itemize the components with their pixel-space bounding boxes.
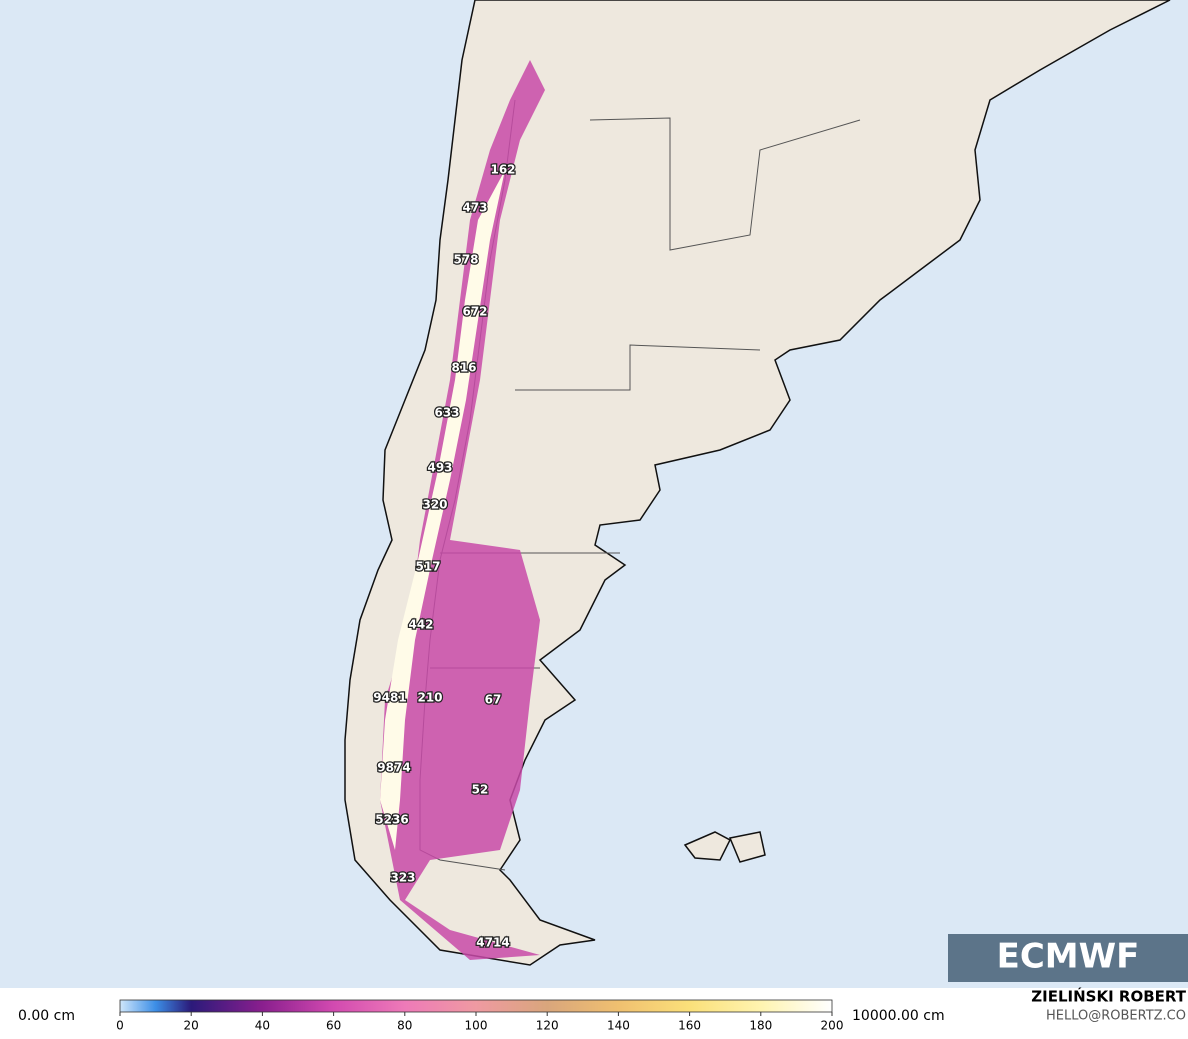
value-label: 320 [422,498,447,512]
value-label: 493 [427,461,452,475]
value-label: 816 [451,361,476,375]
logo: ECMWF [997,937,1140,977]
colorbar [119,999,833,1013]
author: ZIELIŃSKI ROBERT [1031,987,1186,1006]
value-label: 633 [434,406,459,420]
value-label: 67 [485,693,502,707]
land [344,0,1171,966]
value-label: 210 [417,691,442,705]
colorbar-tick-label: 140 [607,1019,630,1033]
colorbar-tick-label: 40 [255,1019,270,1033]
value-label: 5236 [375,813,408,827]
value-label: 9481 [373,691,406,705]
snow-band [380,170,505,850]
colorbar-tick-label: 0 [116,1019,124,1033]
value-label: 517 [415,560,440,574]
logo-box [948,934,1188,982]
min-label: 0.00 cm [18,1008,75,1024]
contact: HELLO@ROBERTZ.CO [1046,1009,1186,1024]
colorbar-tick-label: 200 [821,1019,844,1033]
value-label: 672 [462,305,487,319]
colorbar-tick-label: 60 [326,1019,341,1033]
colorbar-tick-label: 180 [749,1019,772,1033]
colorbar-tick-label: 120 [536,1019,559,1033]
value-label: 473 [462,201,487,215]
value-label: 442 [408,618,433,632]
value-label: 9874 [377,761,410,775]
value-label: 323 [390,871,415,885]
colorbar-tick-label: 160 [678,1019,701,1033]
precipitation-band [380,60,545,960]
max-label: 10000.00 cm [852,1008,945,1024]
colorbar-tick-label: 80 [397,1019,412,1033]
value-label: 52 [472,783,489,797]
colorbar-tick-label: 100 [465,1019,488,1033]
falklands [683,831,766,863]
value-label: 162 [490,163,515,177]
value-label: 578 [453,253,478,267]
colorbar-tick-label: 20 [184,1019,199,1033]
value-label: 4714 [476,936,509,950]
